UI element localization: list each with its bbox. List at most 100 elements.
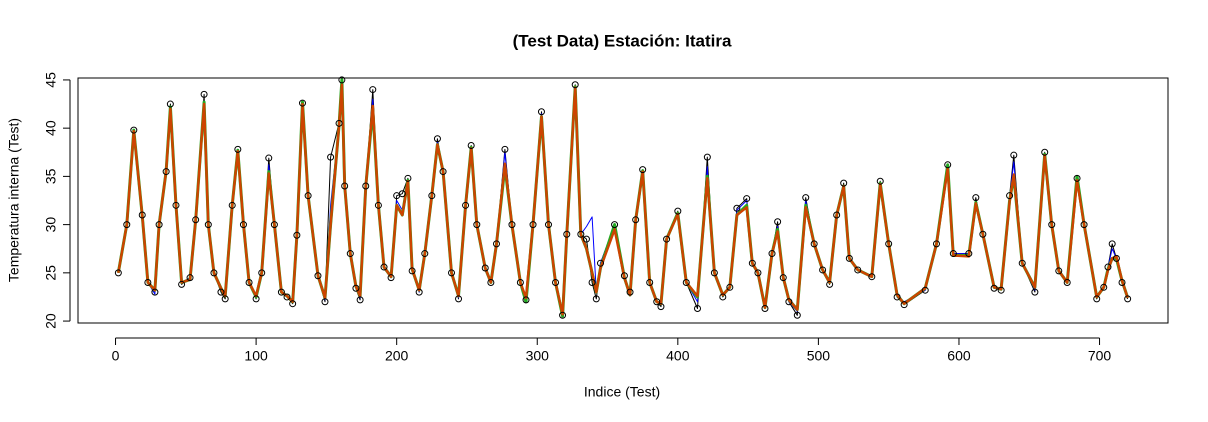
data-point <box>192 216 200 224</box>
data-point <box>743 195 751 203</box>
data-point <box>826 280 834 288</box>
data-point <box>1006 192 1014 200</box>
data-point <box>283 293 291 301</box>
data-point <box>703 153 711 161</box>
data-point <box>1112 254 1120 262</box>
data-point <box>626 288 634 296</box>
data-point <box>949 250 957 258</box>
data-point <box>544 221 552 229</box>
data-point <box>1093 295 1101 303</box>
data-point <box>682 278 690 286</box>
y-tick-label: 20 <box>43 313 59 329</box>
data-point <box>833 211 841 219</box>
data-point <box>779 274 787 282</box>
y-tick-label: 40 <box>43 120 59 136</box>
data-point <box>356 296 364 304</box>
data-point <box>352 284 360 292</box>
data-point <box>462 201 470 209</box>
data-point <box>726 283 734 291</box>
data-point <box>876 177 884 185</box>
data-point <box>1118 278 1126 286</box>
data-point <box>1048 221 1056 229</box>
data-point <box>663 235 671 243</box>
x-tick-label: 300 <box>526 348 550 364</box>
data-point <box>979 230 987 238</box>
data-point <box>1063 278 1071 286</box>
data-point <box>304 192 312 200</box>
data-point <box>398 190 406 198</box>
data-point <box>997 286 1005 294</box>
data-point <box>335 119 343 127</box>
data-point <box>245 278 253 286</box>
data-point <box>646 278 654 286</box>
data-point <box>733 204 741 212</box>
data-point <box>234 145 242 153</box>
data-point <box>754 269 762 277</box>
data-point <box>819 266 827 274</box>
series-line <box>117 79 1129 316</box>
data-point <box>990 284 998 292</box>
data-point <box>893 293 901 301</box>
data-point <box>597 259 605 267</box>
data-point <box>748 259 756 267</box>
data-point <box>138 211 146 219</box>
data-point <box>611 221 619 229</box>
data-point <box>1073 174 1081 182</box>
data-point <box>563 230 571 238</box>
data-point <box>719 293 727 301</box>
data-point <box>338 76 346 84</box>
data-point <box>965 250 973 258</box>
data-point <box>802 194 810 202</box>
chart-title: (Test Data) Estación: Itatira <box>513 31 732 50</box>
data-point <box>221 295 229 303</box>
data-point <box>588 278 596 286</box>
data-point <box>1080 221 1088 229</box>
data-point <box>448 269 456 277</box>
y-tick-label: 45 <box>43 72 59 88</box>
data-point <box>298 99 306 107</box>
x-tick-label: 700 <box>1088 348 1112 364</box>
data-point <box>178 280 186 288</box>
data-point <box>620 272 628 280</box>
data-point <box>408 267 416 275</box>
data-point <box>204 221 212 229</box>
data-point <box>932 240 940 248</box>
data-point <box>481 264 489 272</box>
data-point <box>972 194 980 202</box>
data-point <box>793 311 801 319</box>
data-point <box>1108 240 1116 248</box>
data-point <box>1031 288 1039 296</box>
data-point <box>415 288 423 296</box>
data-point <box>362 182 370 190</box>
data-point <box>258 269 266 277</box>
data-point <box>151 288 159 296</box>
data-point <box>321 298 329 306</box>
x-tick-label: 400 <box>666 348 690 364</box>
data-point <box>162 168 170 176</box>
data-point <box>421 250 429 258</box>
y-tick-label: 30 <box>43 217 59 233</box>
data-point <box>387 274 395 282</box>
data-point <box>404 174 412 182</box>
data-point <box>653 298 661 306</box>
data-point <box>439 168 447 176</box>
data-point <box>341 182 349 190</box>
data-point <box>374 201 382 209</box>
data-point <box>559 311 567 319</box>
data-point <box>155 221 163 229</box>
data-point <box>885 240 893 248</box>
data-point <box>380 263 388 271</box>
data-point <box>674 207 682 215</box>
y-tick-label: 25 <box>43 265 59 281</box>
x-tick-label: 500 <box>807 348 831 364</box>
data-point <box>577 230 585 238</box>
data-point <box>639 166 647 174</box>
data-point <box>632 216 640 224</box>
data-point <box>210 269 218 277</box>
data-point <box>657 303 665 311</box>
data-point <box>1100 283 1108 291</box>
data-point <box>785 298 793 306</box>
data-point <box>694 305 702 313</box>
data-point <box>944 161 952 169</box>
